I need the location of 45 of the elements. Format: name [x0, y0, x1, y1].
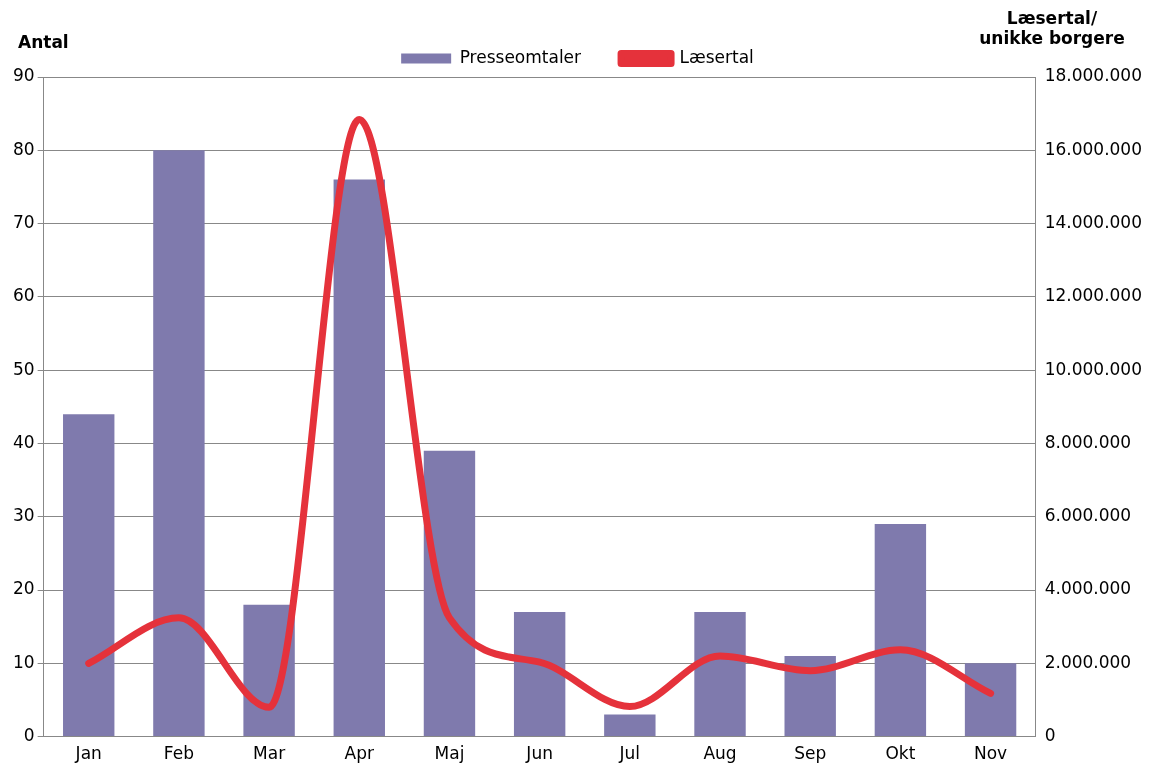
y2-tick-label: 0	[1044, 725, 1056, 746]
y2-tick-label: 8.000.000	[1044, 431, 1132, 452]
y-tick-label: 60	[12, 285, 35, 306]
bar	[333, 179, 385, 737]
y2-tick-label: 16.000.000	[1044, 138, 1143, 159]
y-tick-label: 0	[23, 725, 35, 746]
y-tick-label: 90	[12, 65, 35, 86]
x-tick-label: Jul	[618, 743, 641, 764]
bar	[604, 714, 656, 737]
bar	[874, 524, 927, 737]
x-tick-label: Sep	[794, 743, 827, 764]
y2-tick-label: 2.000.000	[1044, 651, 1132, 672]
legend-label: Presseomtaler	[459, 46, 582, 67]
bar	[964, 663, 1017, 737]
y2-tick-label: 6.000.000	[1044, 505, 1132, 526]
y-tick-label: 30	[12, 505, 35, 526]
bar	[153, 150, 205, 737]
y-tick-label: 80	[12, 138, 35, 159]
y-tick-label: 70	[12, 212, 35, 232]
x-tick-label: Aug	[703, 743, 737, 764]
bar	[63, 414, 115, 737]
y-tick-label: 40	[12, 431, 35, 452]
x-tick-label: Feb	[163, 743, 194, 764]
bar	[784, 655, 836, 737]
bar	[694, 612, 746, 737]
y-tick-label: 10	[12, 651, 35, 672]
legend-label: Læsertal	[679, 46, 754, 67]
y2-tick-label: 12.000.000	[1044, 285, 1143, 306]
x-tick-label: Mar	[253, 743, 286, 764]
bar	[513, 612, 566, 737]
x-tick-label: Jun	[525, 743, 553, 764]
x-tick-label: Apr	[344, 743, 374, 764]
x-tick-label: Nov	[973, 743, 1008, 764]
x-tick-label: Okt	[885, 743, 916, 764]
x-tick-label: Maj	[434, 743, 465, 764]
y-axis-title: Antal	[18, 32, 69, 52]
y2-tick-label: 4.000.000	[1044, 578, 1132, 599]
y-tick-label: 20	[12, 578, 35, 599]
y2-axis-title: Læsertal/ unikke borgere	[978, 8, 1126, 48]
bar	[423, 450, 476, 737]
y2-tick-label: 10.000.000	[1044, 358, 1143, 379]
x-tick-label: Jan	[74, 743, 102, 764]
y2-tick-label: 18.000.000	[1044, 65, 1143, 86]
y-tick-label: 50	[12, 358, 35, 379]
y2-tick-label: 14.000.000	[1044, 212, 1143, 232]
